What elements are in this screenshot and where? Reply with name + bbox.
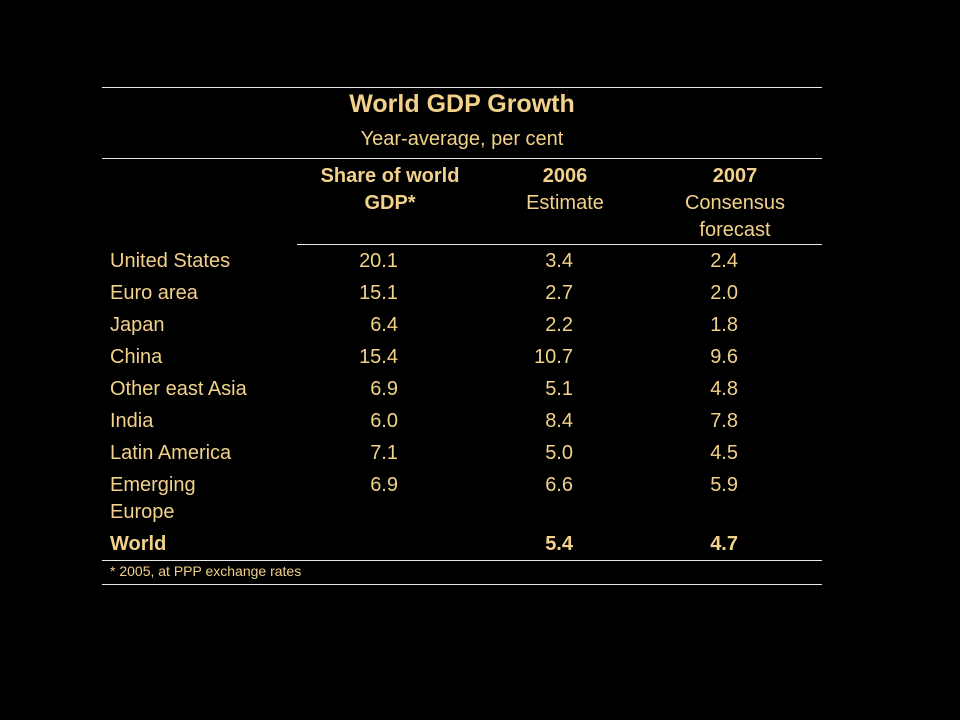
table-row: India 6.0 8.4 7.8 (0, 408, 960, 440)
row-share: 6.4 (370, 314, 398, 336)
table-row: Japan 6.4 2.2 1.8 (0, 312, 960, 344)
row-country: India (110, 410, 154, 432)
table-row: China 15.4 10.7 9.6 (0, 344, 960, 376)
table-top-rule (102, 87, 822, 88)
table-row-total: World 5.4 4.7 (0, 531, 960, 563)
row-country: Latin America (110, 442, 232, 464)
row-share: 6.0 (370, 410, 398, 432)
row-2006: 10.7 (534, 346, 573, 368)
row-2007: 9.6 (710, 346, 738, 368)
row-2006: 2.2 (545, 314, 573, 336)
row-2006: 5.1 (545, 378, 573, 400)
row-country: Euro area (110, 282, 198, 304)
row-share: 6.9 (370, 378, 398, 400)
table-row: Emerging Europe 6.9 6.6 5.9 (0, 472, 960, 528)
row-share: 15.4 (359, 346, 398, 368)
column-header-line: Consensus (684, 192, 786, 214)
table-row: Other east Asia 6.9 5.1 4.8 (0, 376, 960, 408)
row-2006: 8.4 (545, 410, 573, 432)
column-header-2007: 2007 Consensus forecast (660, 163, 810, 244)
column-header-line: forecast (699, 219, 771, 241)
row-country: Japan (110, 314, 165, 336)
row-2007: 4.8 (710, 378, 738, 400)
column-header-2006: 2006 Estimate (500, 163, 630, 217)
row-country: Other east Asia (110, 378, 247, 400)
column-header-line: Estimate (526, 192, 604, 214)
row-2006: 5.0 (545, 442, 573, 464)
table-subtitle: Year-average, per cent (360, 128, 564, 150)
row-country: Emerging Europe (110, 474, 196, 523)
row-country: China (110, 346, 163, 368)
header-bottom-rule (297, 244, 822, 245)
column-header-line: GDP* (364, 192, 416, 214)
table-row: Latin America 7.1 5.0 4.5 (0, 440, 960, 472)
row-share: 7.1 (370, 442, 398, 464)
table-row: United States 20.1 3.4 2.4 (0, 248, 960, 280)
row-2007: 2.0 (710, 282, 738, 304)
row-2006: 6.6 (545, 474, 573, 496)
column-header-line: 2006 (542, 165, 588, 187)
row-2007: 4.5 (710, 442, 738, 464)
row-2007: 2.4 (710, 250, 738, 272)
footnote: * 2005, at PPP exchange rates (110, 563, 302, 579)
row-2007: 7.8 (710, 410, 738, 432)
total-bottom-rule (102, 560, 822, 561)
row-share: 6.9 (370, 474, 398, 496)
column-header-line: Share of world (320, 165, 460, 187)
row-2006: 5.4 (545, 533, 573, 555)
row-country: World (110, 533, 167, 555)
table-bottom-rule (102, 584, 822, 585)
table-row: Euro area 15.1 2.7 2.0 (0, 280, 960, 312)
row-2007: 1.8 (710, 314, 738, 336)
table-title: World GDP Growth (349, 90, 575, 118)
row-country: United States (110, 250, 231, 272)
title-bottom-rule (102, 158, 822, 159)
row-share: 15.1 (359, 282, 398, 304)
row-2007: 5.9 (710, 474, 738, 496)
column-header-share: Share of world GDP* (300, 163, 480, 217)
row-2006: 3.4 (545, 250, 573, 272)
row-share: 20.1 (359, 250, 398, 272)
row-2006: 2.7 (545, 282, 573, 304)
row-2007: 4.7 (710, 533, 738, 555)
column-header-line: 2007 (712, 165, 758, 187)
